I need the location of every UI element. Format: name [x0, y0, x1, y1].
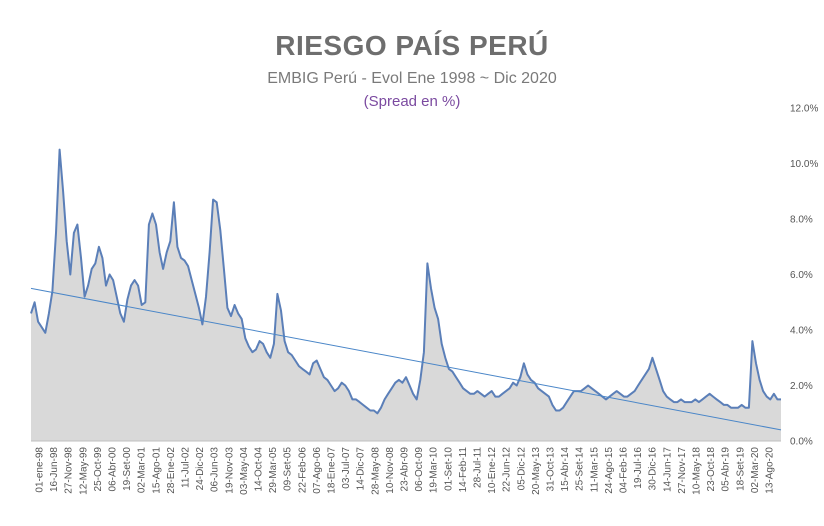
x-tick-label: 07-Ago-06 — [312, 447, 323, 494]
y-tick-label: 10.0% — [790, 159, 818, 170]
x-tick-label: 28-Ene-02 — [166, 447, 177, 494]
x-tick-label: 23-Abr-09 — [400, 447, 411, 492]
x-tick-label: 19-Mar-10 — [429, 447, 440, 494]
x-tick-label: 02-Mar-01 — [137, 447, 148, 494]
x-tick-label: 27-Nov-17 — [677, 447, 688, 494]
x-tick-label: 14-Jun-17 — [662, 447, 673, 492]
y-tick-label: 0.0% — [790, 437, 813, 448]
x-tick-label: 24-Ago-15 — [604, 447, 615, 494]
x-tick-label: 25-Oct-99 — [93, 447, 104, 492]
x-tick-label: 29-Mar-05 — [268, 447, 279, 494]
x-tick-label: 14-Dic-07 — [356, 447, 367, 491]
y-tick-label: 4.0% — [790, 326, 813, 337]
chart-units-subtitle: (Spread en %) — [363, 93, 461, 110]
x-tick-label: 18-Set-19 — [735, 447, 746, 491]
x-tick-label: 27-Nov-98 — [64, 447, 75, 494]
x-tick-label: 14-Feb-11 — [458, 447, 469, 493]
y-tick-label: 6.0% — [790, 270, 813, 281]
x-tick-label: 22-Feb-06 — [297, 447, 308, 494]
x-tick-label: 19-Jul-16 — [633, 447, 644, 489]
x-tick-label: 10-Nov-08 — [385, 447, 396, 494]
x-tick-label: 05-Abr-19 — [721, 447, 732, 492]
x-tick-label: 02-Mar-20 — [750, 447, 761, 494]
x-tick-label: 19-Set-00 — [122, 447, 133, 491]
chart-title: RIESGO PAÍS PERÚ — [275, 30, 549, 61]
x-tick-label: 19-Nov-03 — [224, 447, 235, 494]
x-tick-label: 09-Set-05 — [283, 447, 294, 491]
x-tick-label: 20-May-13 — [531, 447, 542, 495]
x-tick-label: 06-Abr-00 — [108, 447, 119, 492]
x-tick-label: 25-Set-14 — [575, 447, 586, 491]
x-tick-label: 06-Jun-03 — [210, 447, 221, 492]
x-tick-label: 14-Oct-04 — [254, 447, 265, 492]
x-tick-label: 13-Ago-20 — [765, 447, 776, 494]
x-tick-label: 28-Jul-11 — [473, 447, 484, 488]
x-tick-label: 18-Ene-07 — [327, 447, 338, 494]
x-tick-label: 05-Dic-12 — [516, 447, 527, 491]
x-tick-label: 12-May-99 — [78, 447, 89, 495]
x-tick-label: 15-Ago-01 — [151, 447, 162, 494]
x-tick-label: 31-Oct-13 — [546, 447, 557, 492]
spread-series-line — [30, 148, 781, 415]
y-tick-label: 8.0% — [790, 215, 813, 226]
x-tick-label: 06-Oct-09 — [414, 447, 425, 492]
x-tick-label: 23-Oct-18 — [706, 447, 717, 492]
x-tick-label: 10-Ene-12 — [487, 447, 498, 494]
x-tick-label: 03-Jul-07 — [341, 447, 352, 489]
x-tick-label: 30-Dic-16 — [648, 447, 659, 491]
x-tick-label: 11-Jul-02 — [181, 447, 192, 488]
x-tick-label: 22-Jun-12 — [502, 447, 513, 492]
x-tick-label: 04-Feb-16 — [619, 447, 630, 494]
x-tick-label: 01-Set-10 — [443, 447, 454, 491]
y-tick-label: 2.0% — [790, 381, 813, 392]
trendline — [30, 287, 782, 431]
y-tick-label: 12.0% — [790, 104, 818, 115]
x-tick-label: 16-Jun-98 — [49, 447, 60, 492]
chart-subtitle: EMBIG Perú - Evol Ene 1998 ~ Dic 2020 — [267, 70, 557, 87]
x-tick-label: 28-May-08 — [370, 447, 381, 495]
x-tick-label: 24-Dic-02 — [195, 447, 206, 491]
x-tick-label: 01-ene-98 — [35, 447, 46, 493]
x-tick-label: 15-Abr-14 — [560, 447, 571, 492]
x-tick-label: 10-May-18 — [692, 447, 703, 495]
x-tick-label: 03-May-04 — [239, 447, 250, 495]
x-tick-label: 11-Mar-15 — [589, 447, 600, 493]
